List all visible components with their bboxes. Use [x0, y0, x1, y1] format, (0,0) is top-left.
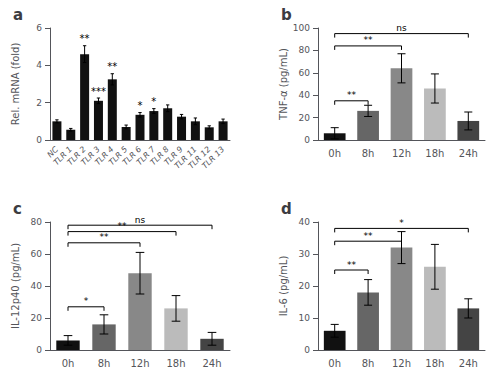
svg-text:a: a: [13, 6, 23, 24]
svg-text:**: **: [347, 90, 357, 100]
svg-text:80: 80: [31, 217, 43, 227]
svg-text:4: 4: [36, 60, 42, 70]
svg-text:NC: NC: [45, 144, 61, 160]
svg-text:Rel. mRNA (fold): Rel. mRNA (fold): [10, 43, 21, 126]
svg-text:**: **: [347, 260, 357, 270]
svg-text:IL-12p40 (pg/mL): IL-12p40 (pg/mL): [10, 243, 21, 329]
svg-text:18h: 18h: [166, 358, 185, 369]
svg-text:TLR 12: TLR 12: [186, 144, 213, 171]
svg-text:TLR 13: TLR 13: [200, 145, 226, 171]
svg-text:TNF-α (pg/mL): TNF-α (pg/mL): [278, 48, 289, 121]
svg-text:TLR 4: TLR 4: [93, 144, 116, 168]
svg-text:0h: 0h: [328, 148, 341, 159]
svg-text:d: d: [281, 200, 292, 218]
svg-text:0: 0: [36, 345, 42, 355]
svg-text:TLR 11: TLR 11: [172, 144, 199, 171]
svg-text:24h: 24h: [459, 358, 478, 369]
svg-text:20: 20: [299, 113, 311, 123]
svg-text:0h: 0h: [328, 358, 341, 369]
svg-text:TLR 2: TLR 2: [65, 144, 88, 168]
svg-text:40: 40: [31, 281, 43, 291]
svg-text:ns: ns: [135, 215, 146, 225]
svg-text:12h: 12h: [130, 358, 149, 369]
svg-text:12h: 12h: [392, 358, 411, 369]
svg-text:8h: 8h: [98, 358, 111, 369]
svg-text:TLR 3: TLR 3: [79, 144, 102, 168]
svg-text:0: 0: [304, 345, 310, 355]
svg-text:*: *: [151, 96, 156, 107]
svg-text:24h: 24h: [459, 148, 478, 159]
svg-text:**: **: [107, 61, 117, 72]
svg-text:18h: 18h: [425, 358, 444, 369]
svg-text:TLR 1: TLR 1: [51, 144, 74, 168]
svg-text:**: **: [100, 232, 110, 242]
svg-text:**: **: [364, 231, 374, 241]
svg-text:IL-6 (pg/mL): IL-6 (pg/mL): [278, 256, 289, 317]
svg-text:8h: 8h: [362, 148, 375, 159]
svg-text:*: *: [399, 218, 404, 228]
svg-text:20: 20: [299, 281, 311, 291]
svg-text:b: b: [281, 6, 292, 24]
svg-text:40: 40: [299, 217, 311, 227]
svg-text:TLR 7: TLR 7: [134, 144, 157, 168]
svg-text:18h: 18h: [425, 148, 444, 159]
svg-text:TLR 8: TLR 8: [148, 144, 171, 168]
svg-text:c: c: [13, 200, 22, 218]
svg-text:60: 60: [31, 249, 43, 259]
svg-text:8h: 8h: [362, 358, 375, 369]
svg-text:TLR 5: TLR 5: [107, 144, 130, 168]
svg-text:***: ***: [91, 86, 106, 97]
svg-text:60: 60: [299, 68, 311, 78]
svg-text:24h: 24h: [202, 358, 221, 369]
svg-text:TLR 9: TLR 9: [162, 144, 185, 168]
svg-text:30: 30: [299, 249, 311, 259]
svg-text:100: 100: [293, 23, 310, 33]
svg-text:12h: 12h: [392, 148, 411, 159]
svg-text:*: *: [84, 296, 89, 306]
svg-text:0: 0: [304, 135, 310, 145]
svg-text:*: *: [138, 100, 143, 111]
svg-text:0: 0: [36, 135, 42, 145]
svg-text:20: 20: [31, 313, 43, 323]
svg-text:6: 6: [36, 23, 42, 33]
svg-text:ns: ns: [396, 23, 407, 33]
svg-text:2: 2: [36, 98, 42, 108]
svg-text:0h: 0h: [62, 358, 75, 369]
svg-text:TLR 6: TLR 6: [120, 144, 144, 168]
svg-text:80: 80: [299, 45, 311, 55]
svg-text:10: 10: [299, 313, 311, 323]
svg-text:40: 40: [299, 90, 311, 100]
svg-text:**: **: [364, 35, 374, 45]
svg-text:**: **: [118, 221, 128, 231]
svg-text:**: **: [80, 33, 90, 44]
